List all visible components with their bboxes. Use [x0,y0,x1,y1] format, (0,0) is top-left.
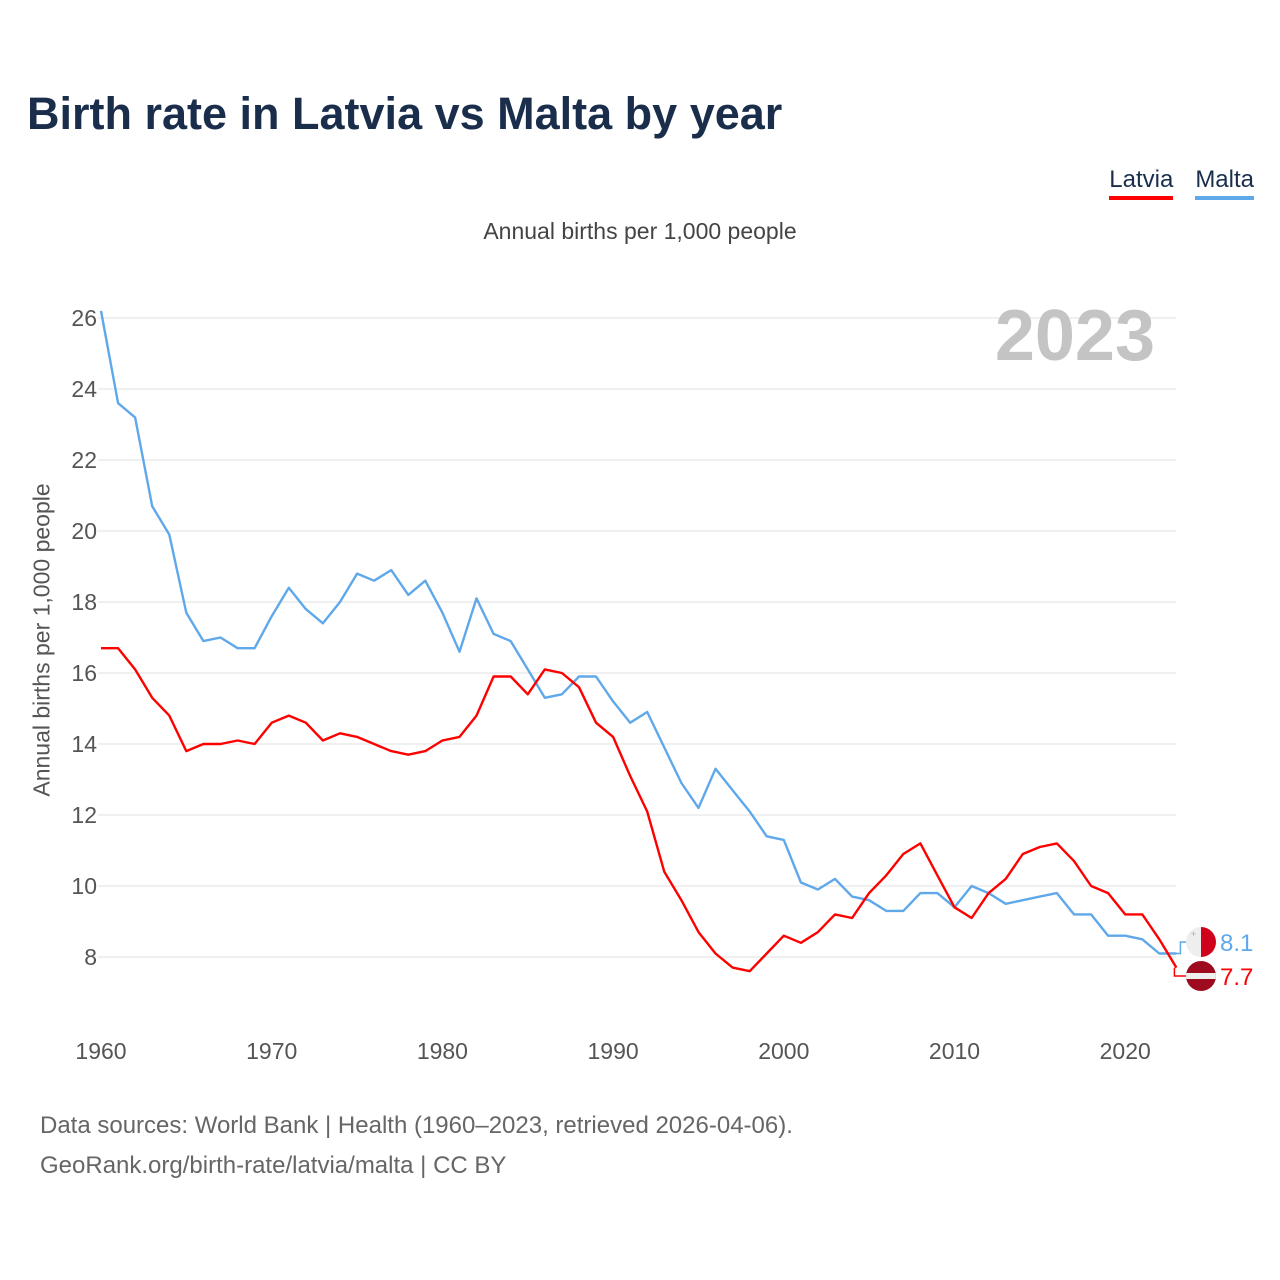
connector-latvia [1173,967,1187,977]
y-tick-label: 24 [71,376,97,402]
x-tick-label: 1970 [246,1038,297,1064]
y-tick-label: 20 [71,518,97,544]
y-tick-label: 18 [71,589,97,615]
malta-flag-icon: + [1186,927,1216,957]
legend-item-latvia[interactable]: Latvia [1109,166,1174,200]
y-tick-label: 26 [71,305,97,331]
source-line-2[interactable]: GeoRank.org/birth-rate/latvia/malta | CC… [40,1152,507,1179]
connector-malta [1176,941,1187,955]
series-line-latvia [101,647,1178,973]
end-label-malta: 8.1 [1220,930,1253,957]
flag-red [1201,927,1216,957]
legend-item-malta[interactable]: Malta [1195,166,1254,200]
flag-white-stripe [1186,973,1216,979]
latvia-flag-icon [1186,961,1216,991]
source-line-1: Data sources: World Bank | Health (1960–… [40,1112,793,1139]
y-tick-label: 10 [71,873,97,899]
y-tick-label: 12 [71,802,97,828]
series-line-malta [99,310,1177,955]
x-tick-label: 2000 [758,1038,809,1064]
chart-subtitle: Annual births per 1,000 people [483,218,797,244]
source-note: Data sources: World Bank | Health (1960–… [40,1106,793,1186]
y-tick-label: 8 [84,944,97,970]
x-tick-label: 2020 [1100,1038,1151,1064]
legend: Latvia Malta [1109,166,1254,200]
x-tick-label: 2010 [929,1038,980,1064]
x-tick-label: 1990 [588,1038,639,1064]
george-cross-icon: + [1191,929,1196,939]
chart-title: Birth rate in Latvia vs Malta by year [27,88,783,139]
flag-white [1186,927,1201,957]
year-label: 2023 [995,296,1155,376]
x-tick-label: 1980 [417,1038,468,1064]
y-tick-label: 16 [71,660,97,686]
end-label-latvia: 7.7 [1220,964,1253,991]
y-tick-label: 14 [71,731,97,757]
y-tick-label: 22 [71,447,97,473]
x-tick-label: 1960 [75,1038,126,1064]
